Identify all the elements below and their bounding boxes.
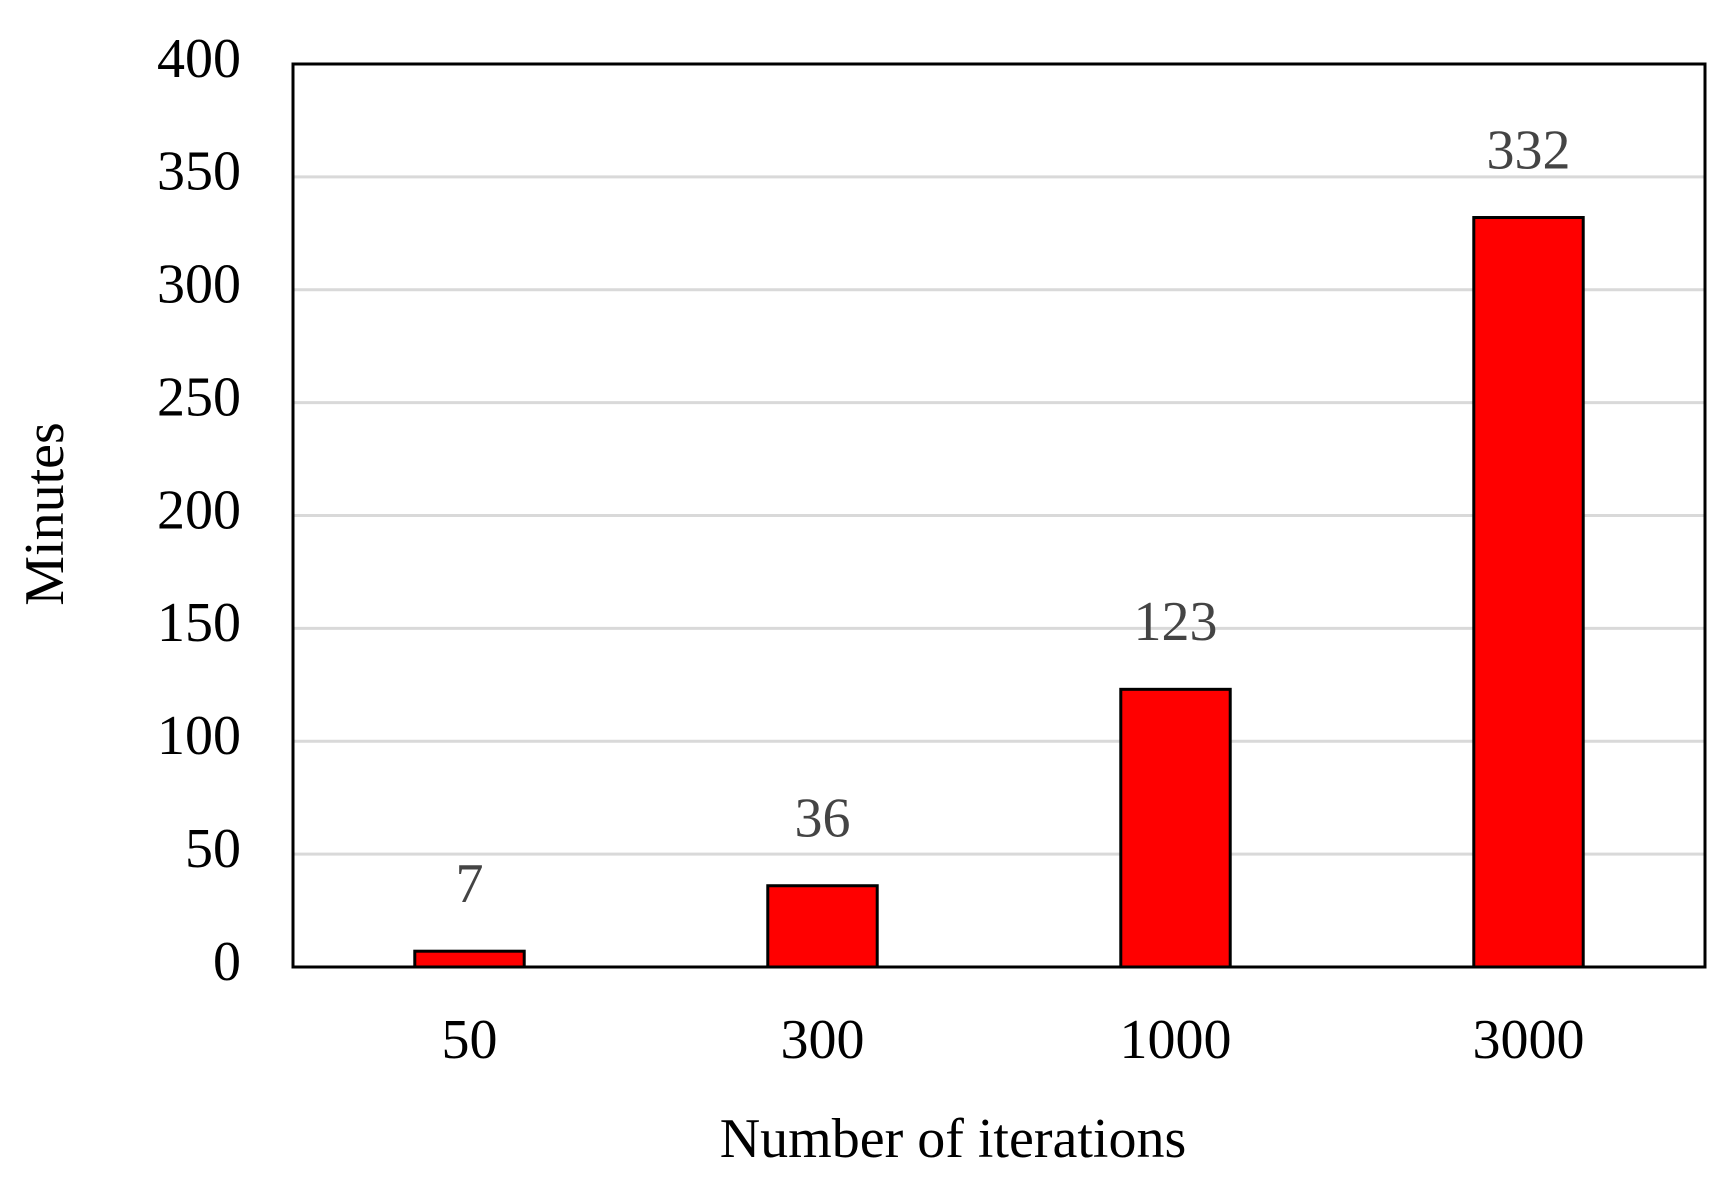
plot-frame [291, 62, 1707, 969]
bar [413, 949, 526, 969]
y-tick-label: 300 [157, 254, 241, 316]
y-axis-label: Minutes [14, 422, 76, 606]
y-tick-label: 50 [185, 818, 241, 880]
data-label: 36 [795, 788, 851, 850]
bar [766, 884, 879, 969]
x-tick-label: 50 [442, 1009, 498, 1071]
y-tick-label: 400 [157, 28, 241, 90]
x-axis-label: Number of iterations [720, 1108, 1187, 1170]
data-label: 123 [1134, 591, 1218, 653]
bar [1472, 216, 1585, 969]
y-tick-label: 0 [213, 931, 241, 993]
y-tick-label: 350 [157, 141, 241, 203]
y-tick-label: 250 [157, 366, 241, 428]
y-tick-label: 100 [157, 705, 241, 767]
x-tick-label: 3000 [1473, 1009, 1585, 1071]
y-tick-label: 200 [157, 479, 241, 541]
data-label: 7 [456, 853, 484, 915]
y-tick-label: 150 [157, 592, 241, 654]
x-tick-label: 300 [781, 1009, 865, 1071]
x-tick-label: 1000 [1120, 1009, 1232, 1071]
data-label: 332 [1487, 119, 1571, 181]
bar [1119, 687, 1232, 969]
